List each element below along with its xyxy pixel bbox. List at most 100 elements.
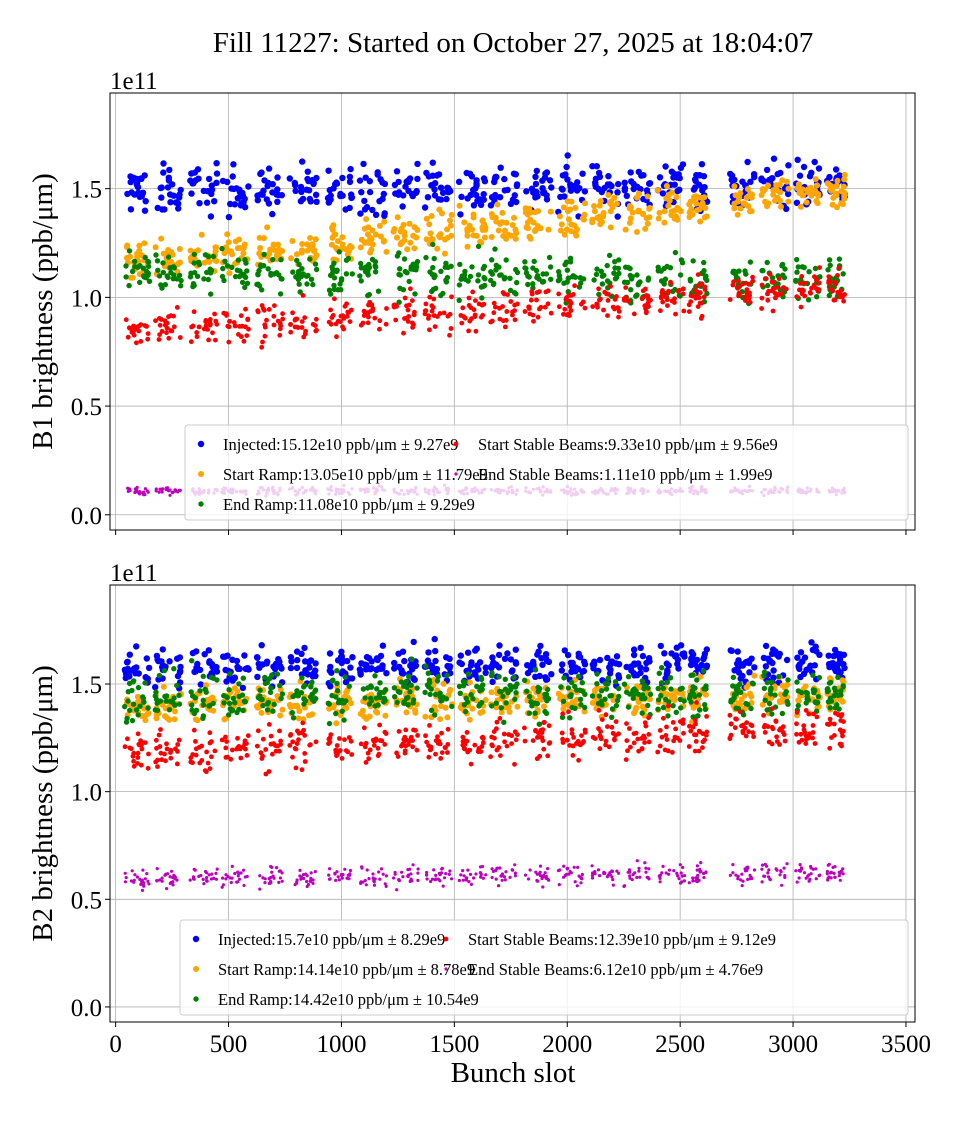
data-point	[129, 879, 133, 883]
data-point	[493, 704, 500, 711]
data-point	[784, 681, 791, 688]
data-point	[470, 289, 476, 295]
data-point	[162, 751, 167, 757]
data-point	[242, 665, 249, 673]
data-point	[236, 700, 243, 707]
data-point	[836, 265, 842, 271]
data-point	[437, 690, 443, 696]
panel-2: 0 500 1000 1500 2000 2500 3000 35000.00.51.01.5…	[27, 560, 931, 1058]
data-point	[809, 866, 813, 870]
data-point	[293, 883, 297, 887]
data-point	[637, 644, 644, 651]
data-point	[501, 175, 508, 183]
data-point	[372, 259, 379, 265]
data-point	[633, 871, 637, 875]
data-point	[333, 244, 339, 251]
data-point	[167, 698, 173, 705]
data-point	[667, 872, 671, 876]
data-point	[299, 325, 305, 330]
data-point	[157, 316, 162, 321]
data-point	[309, 711, 316, 718]
data-point	[779, 869, 783, 873]
legend-entry: Injected:15.7e10 ppb/μm ± 8.29e9	[218, 930, 445, 949]
data-point	[512, 646, 519, 653]
legend-marker	[443, 936, 449, 942]
data-point	[395, 888, 399, 892]
data-point	[188, 339, 194, 345]
data-point	[803, 741, 809, 746]
data-point	[295, 693, 301, 699]
data-point	[750, 278, 756, 284]
data-point	[435, 734, 440, 740]
data-point	[157, 698, 164, 704]
data-point	[346, 204, 353, 212]
data-point	[232, 700, 238, 706]
data-point	[338, 648, 345, 655]
data-point	[828, 679, 834, 686]
data-point	[827, 262, 833, 268]
data-point	[638, 875, 642, 879]
data-point	[145, 336, 151, 342]
data-point	[812, 741, 818, 746]
data-point	[779, 682, 786, 689]
data-point	[278, 876, 282, 880]
data-point	[557, 276, 563, 282]
data-point	[644, 220, 651, 227]
data-point	[313, 739, 319, 745]
data-point	[263, 877, 267, 881]
data-point	[330, 313, 336, 318]
data-point	[156, 672, 163, 679]
data-point	[537, 753, 543, 759]
data-point	[349, 752, 355, 757]
data-point	[174, 305, 180, 310]
data-point	[204, 188, 211, 195]
data-point	[780, 724, 786, 730]
data-point	[261, 251, 267, 258]
data-point	[287, 664, 295, 672]
x-axis-label: Bunch slot	[451, 1057, 576, 1089]
data-point	[429, 159, 436, 166]
data-point	[671, 738, 676, 744]
data-point	[199, 743, 205, 749]
data-point	[141, 868, 145, 872]
data-point	[224, 263, 231, 269]
data-point	[645, 702, 651, 709]
data-point	[219, 177, 227, 185]
data-point	[479, 686, 485, 693]
data-point	[509, 667, 516, 674]
data-point	[656, 670, 662, 676]
data-point	[382, 712, 389, 719]
data-point	[524, 662, 531, 669]
data-point	[746, 281, 752, 287]
data-point	[312, 191, 320, 198]
data-point	[205, 871, 209, 875]
data-point	[361, 725, 367, 731]
data-point	[225, 213, 233, 221]
data-point	[270, 870, 274, 874]
data-point	[664, 679, 670, 685]
data-point	[143, 877, 147, 881]
data-point	[533, 192, 540, 200]
data-point	[171, 666, 177, 672]
data-point	[546, 877, 550, 881]
data-point	[765, 297, 771, 303]
data-point	[609, 706, 616, 712]
data-point	[497, 884, 501, 888]
data-point	[831, 693, 837, 699]
data-point	[744, 186, 751, 192]
data-point	[808, 639, 815, 646]
data-point	[274, 671, 281, 677]
data-point	[377, 233, 384, 240]
data-point	[403, 709, 410, 716]
data-point	[806, 711, 812, 717]
data-point	[464, 232, 471, 239]
data-point	[479, 744, 485, 749]
data-point	[313, 266, 320, 273]
data-point	[511, 684, 517, 690]
data-point	[208, 670, 215, 677]
data-point	[775, 868, 779, 872]
data-point	[646, 180, 653, 187]
data-point	[270, 751, 275, 757]
data-point	[478, 871, 482, 875]
data-point	[137, 703, 143, 709]
